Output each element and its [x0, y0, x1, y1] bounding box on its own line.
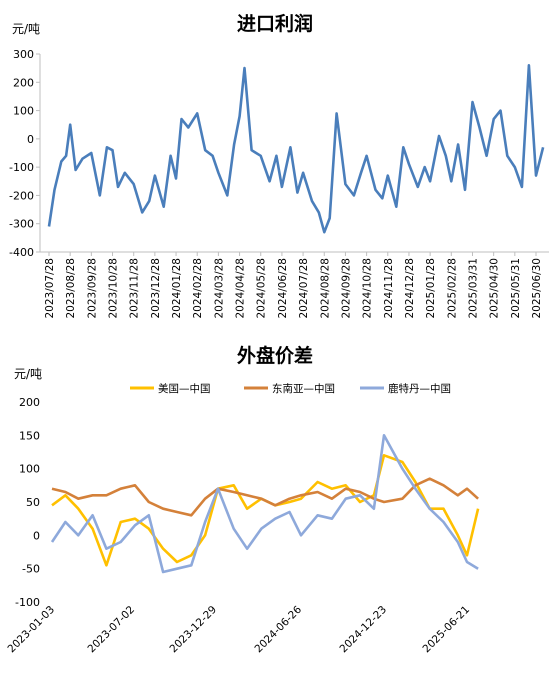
legend-item: 鹿特丹—中国: [360, 382, 451, 395]
us-china-line: [51, 453, 480, 567]
x-tick-label: 2023/08/28: [65, 258, 77, 319]
legend-item: 东南亚—中国: [244, 382, 335, 395]
x-tick-label: 2024/06/28: [277, 258, 289, 319]
x-tick-label: 2024/08/28: [319, 258, 331, 319]
y-axis-unit: 元/吨: [12, 22, 40, 36]
x-tick-label: 2023-07-02: [85, 604, 137, 656]
x-tick-label: 2023-01-03: [5, 604, 57, 656]
y-tick-label: 50: [26, 496, 40, 509]
y-tick-label: 0: [33, 529, 40, 542]
sea-china-line: [51, 477, 479, 517]
x-tick-label: 2025/06/30: [531, 258, 543, 319]
y-tick-label: -100: [9, 161, 34, 174]
x-tick-label: 2023-12-29: [167, 604, 219, 656]
x-tick-label: 2024/02/28: [192, 258, 204, 319]
y-tick-label: -300: [9, 218, 34, 231]
y-tick-label: 150: [19, 429, 40, 442]
y-tick-label: 300: [13, 48, 34, 61]
y-tick-label: -200: [9, 189, 34, 202]
x-tick-label: 2024/03/28: [213, 258, 225, 319]
import-profit-line: [47, 64, 545, 234]
y-tick-label: 200: [13, 76, 34, 89]
x-tick-label: 2025/04/30: [489, 258, 501, 319]
x-tick-label: 2024-12-23: [337, 604, 389, 656]
import-profit-chart: 进口利润 元/吨 300 200 100 0 -100 -200 -300 -400 2023/07…: [9, 12, 549, 319]
y-tick-label: 100: [19, 463, 40, 476]
y-tick-label: 0: [27, 133, 34, 146]
y-axis-unit: 元/吨: [14, 367, 42, 381]
x-tick-label: 2024-06-26: [252, 603, 304, 655]
x-tick-label: 2024/05/28: [256, 258, 268, 319]
y-tick-label: 200: [19, 396, 40, 409]
x-tick-label: 2024/04/28: [235, 258, 247, 319]
x-tick-label: 2024/11/28: [383, 258, 395, 319]
x-tick-label: 2023/10/28: [108, 258, 120, 319]
x-tick-label: 2023/11/28: [129, 258, 141, 319]
x-tick-label: 2025/03/31: [467, 258, 479, 319]
legend-item: 美国—中国: [130, 382, 211, 395]
x-tick-label: 2025-06-21: [420, 604, 472, 656]
x-tick-label: 2023/07/28: [44, 258, 56, 319]
chart-title: 外盘价差: [237, 344, 313, 367]
x-tick-label: 2024/01/28: [171, 258, 183, 319]
rotterdam-china-line: [50, 433, 479, 574]
y-tick-label: -50: [22, 563, 40, 576]
x-tick-label: 2024/09/28: [340, 258, 352, 319]
y-tick-label: -100: [15, 596, 40, 609]
x-tick-label: 2024/07/28: [298, 258, 310, 319]
x-tick-label: 2025/02/28: [446, 258, 458, 319]
x-tick-label: 2025/05/31: [510, 258, 522, 319]
x-tick-label: 2023/09/28: [86, 258, 98, 319]
y-tick-label: -400: [9, 246, 34, 259]
x-tick-label: 2024/12/28: [404, 258, 416, 319]
x-tick-label: 2024/10/28: [362, 258, 374, 319]
legend-label: 东南亚—中国: [272, 382, 335, 395]
y-tick-label: 100: [13, 105, 34, 118]
x-tick-label: 2025/01/28: [425, 258, 437, 319]
legend-label: 鹿特丹—中国: [388, 382, 451, 395]
x-tick-label: 2023/12/28: [150, 258, 162, 319]
legend-label: 美国—中国: [158, 382, 211, 395]
chart-title: 进口利润: [237, 12, 313, 35]
